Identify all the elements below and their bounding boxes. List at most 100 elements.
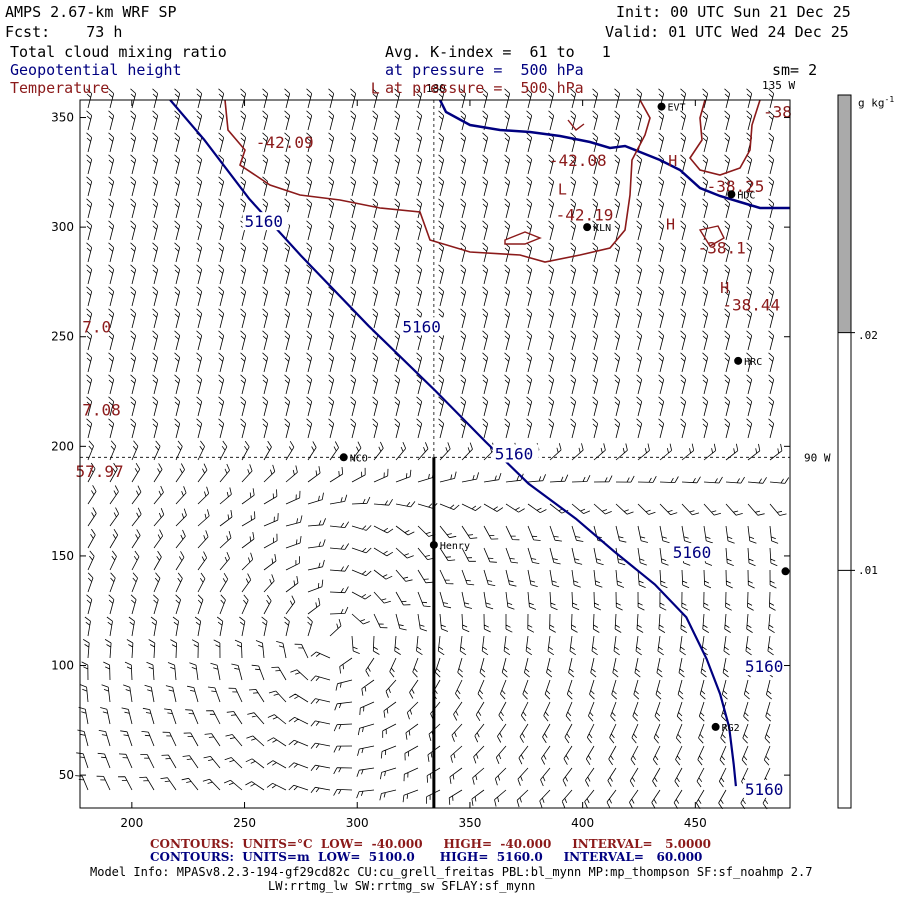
temperature-contours: -42.09 -42.08 -42.19 -38.25 -38.1 -38.44 -38 7.…	[75, 79, 791, 481]
station-marker	[657, 102, 666, 111]
station-label: NCO	[350, 453, 368, 464]
plot-frame: 200 250 300 350 400 450 350 300 250 200 150 100 50	[51, 99, 791, 830]
station-label: HRC	[744, 357, 762, 368]
x-tick-label: 400	[571, 816, 594, 830]
contour-label: CONTOURS:	[150, 837, 234, 851]
colorbar	[837, 94, 855, 809]
temperature-extremum: H	[666, 215, 675, 233]
temperature-extremum: L	[371, 79, 380, 97]
graticule-label: 135 W	[762, 79, 795, 92]
temperature-label: -38.1	[698, 238, 746, 257]
height-contour-label: 5160	[745, 780, 784, 799]
field-cloud-mixing: Total cloud mixing ratio	[10, 43, 227, 61]
temperature-label: -38	[763, 103, 792, 122]
x-tick-label: 350	[458, 816, 481, 830]
pressure-height: at pressure = 500 hPa	[385, 61, 584, 79]
colorbar-unit: g kg-1	[858, 94, 894, 110]
height-label-mask	[492, 444, 539, 463]
station-label: RG2	[722, 723, 740, 734]
y-tick-label: 250	[51, 330, 74, 344]
field-geopotential: Geopotential height	[10, 61, 182, 79]
pressure-temperature: at pressure = 500 hPa	[385, 79, 584, 97]
temperature-extremum: L	[558, 180, 567, 198]
colorbar-tick-label: .02	[858, 329, 878, 342]
model-info: Model Info: MPASv8.2.3-194-gf29cd82c CU:…	[90, 865, 813, 879]
colorbar-unit-exp: -1	[884, 95, 895, 104]
colorbar-unit-label: g kg	[858, 96, 885, 110]
contour-high: HIGH= -40.000	[443, 837, 552, 851]
x-tick-label: 450	[684, 816, 707, 830]
height-contour-info: CONTOURS: UNITS=m LOW= 5100.0 HIGH= 5160…	[150, 851, 702, 864]
temperature-contour	[689, 99, 761, 176]
height-label-mask	[400, 317, 447, 336]
temperature-label: -42.09	[256, 133, 314, 152]
y-tick-label: 300	[51, 220, 74, 234]
smoothing: sm= 2	[772, 61, 818, 79]
station-label: KLN	[593, 223, 611, 234]
contour-low: LOW= 5100.0	[318, 850, 415, 864]
contour-high: HIGH= 5160.0	[439, 850, 543, 864]
temperature-label: 7.08	[82, 401, 121, 420]
station-label: Henry	[440, 541, 470, 552]
height-contour-label: 5160	[495, 444, 534, 463]
valid-time: Valid: 01 UTC Wed 24 Dec 25	[605, 23, 849, 41]
station-marker	[711, 722, 720, 731]
contour-units: UNITS=m	[242, 850, 310, 864]
x-tick-label: 300	[346, 816, 369, 830]
height-label-mask	[742, 657, 789, 676]
field-temperature: Temperature	[10, 79, 110, 97]
temperature-label: -38.44	[722, 295, 780, 314]
temperature-extremum: H	[720, 279, 729, 297]
height-contour-label: 5160	[402, 317, 441, 336]
temperature-label: -38.25	[707, 177, 765, 196]
temperature-contour	[567, 119, 585, 131]
station-marker	[781, 567, 790, 576]
temperature-label: -42.19	[556, 206, 614, 225]
temperature-contour	[698, 225, 725, 247]
init-time: Init: 00 UTC Sun 21 Dec 25	[616, 3, 851, 21]
y-tick-label: 100	[51, 659, 74, 673]
station-marker	[429, 540, 438, 549]
station-marker	[339, 453, 348, 462]
contour-low: LOW= -40.000	[320, 837, 423, 851]
height-contour-label: 5160	[673, 543, 712, 562]
station-label: EVT	[668, 103, 686, 114]
colorbar-tick-label: .01	[858, 564, 878, 577]
station-markers: NCO Henry KLN HRC RG2 HDC EVT	[339, 102, 790, 734]
coastline-layer	[438, 99, 790, 210]
colorbar-frame	[837, 94, 852, 809]
height-label-mask	[742, 779, 789, 798]
contour-interval: INTERVAL= 5.0000	[572, 837, 712, 851]
temperature-label: 57.97	[75, 462, 123, 481]
temp-contour-info: CONTOURS: UNITS=°C LOW= -40.000 HIGH= -4…	[150, 838, 711, 851]
temperature-contour	[224, 99, 651, 263]
plot-border	[79, 99, 791, 809]
height-contours: 5160 5160 5160 5160 5160 5160	[169, 99, 789, 799]
temperature-extremum: H	[668, 152, 677, 170]
station-marker	[734, 356, 743, 365]
height-contour-label: 5160	[245, 212, 284, 231]
height-label-mask	[670, 543, 717, 562]
contour-units: UNITS=°C	[242, 837, 313, 851]
contour-interval: INTERVAL= 60.000	[563, 850, 703, 864]
colorbar-shaded	[838, 95, 851, 333]
x-tick-label: 250	[233, 816, 256, 830]
station-label: HDC	[737, 190, 755, 201]
station-marker	[583, 223, 592, 232]
graticule-label: 180	[426, 82, 446, 95]
model-title: AMPS 2.67-km WRF SP	[5, 3, 177, 21]
graticule-lines: 180 135 W 90 W	[80, 79, 831, 808]
y-tick-label: 350	[51, 111, 74, 125]
wind-barb-field	[75, 88, 790, 810]
y-tick-label: 150	[51, 549, 74, 563]
height-contour	[169, 99, 737, 787]
temperature-label: -42.08	[549, 151, 607, 170]
station-marker	[727, 190, 736, 199]
x-tick-label: 200	[120, 816, 143, 830]
temperature-contour	[504, 231, 542, 245]
height-label-mask	[242, 212, 289, 231]
model-info-physics: LW:rrtmg_lw SW:rrtmg_sw SFLAY:sf_mynn	[268, 879, 536, 893]
y-tick-label: 200	[51, 439, 74, 453]
contour-label: CONTOURS:	[150, 850, 234, 864]
